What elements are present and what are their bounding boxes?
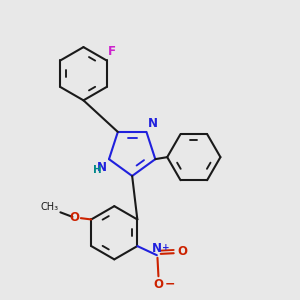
Text: O: O — [153, 278, 164, 291]
Text: F: F — [108, 45, 116, 58]
Text: O: O — [178, 245, 188, 258]
Text: N: N — [148, 117, 158, 130]
Text: +: + — [162, 243, 169, 252]
Text: O: O — [69, 211, 79, 224]
Text: CH₃: CH₃ — [41, 202, 59, 212]
Text: N: N — [96, 161, 106, 174]
Text: −: − — [165, 278, 175, 291]
Text: H: H — [93, 165, 102, 175]
Text: N: N — [152, 242, 162, 254]
